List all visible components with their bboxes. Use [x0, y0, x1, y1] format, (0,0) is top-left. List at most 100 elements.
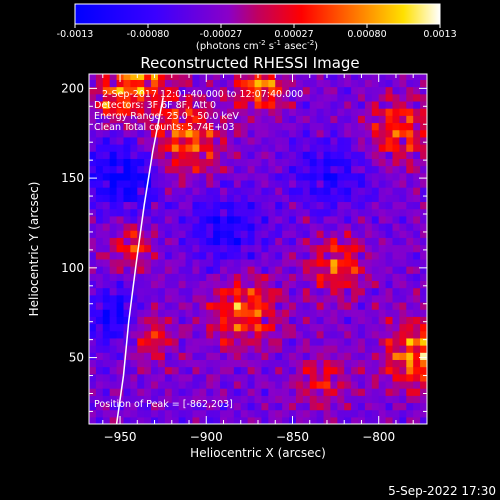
heatmap-cell: [282, 74, 290, 80]
heatmap-cell: [364, 194, 373, 203]
heatmap-cell: [323, 222, 332, 231]
colorbar-tick-label: 0.00080: [347, 29, 386, 40]
heatmap-cell: [392, 287, 401, 296]
heatmap-cell: [385, 366, 394, 375]
heatmap-cell: [95, 402, 104, 411]
heatmap-cell: [309, 122, 318, 131]
heatmap-cell: [157, 208, 166, 217]
heatmap-cell: [89, 74, 97, 80]
heatmap-cell: [102, 366, 111, 375]
heatmap-cell: [406, 345, 414, 353]
heatmap-cell: [268, 136, 276, 145]
heatmap-cell: [420, 194, 427, 203]
heatmap-cell: [282, 273, 290, 282]
heatmap-cell: [275, 366, 283, 375]
heatmap-cell: [254, 251, 263, 260]
heatmap-cell: [171, 79, 180, 88]
heatmap-cell: [89, 187, 97, 195]
heatmap-cell: [171, 194, 180, 203]
heatmap-cell: [406, 402, 414, 411]
heatmap-cell: [385, 151, 394, 159]
heatmap-cell: [323, 230, 332, 238]
heatmap-cell: [378, 100, 387, 109]
heatmap-cell: [378, 294, 387, 303]
heatmap-cell: [226, 287, 235, 296]
heatmap-cell: [295, 301, 304, 310]
heatmap-cell: [358, 172, 366, 181]
heatmap-cell: [295, 230, 304, 238]
heatmap-cell: [385, 301, 394, 310]
heatmap-cell: [420, 230, 427, 238]
heatmap-cell: [420, 416, 427, 424]
heatmap-cell: [268, 158, 276, 167]
heatmap-cell: [295, 337, 304, 346]
colorbar: [74, 3, 441, 25]
heatmap-cell: [109, 144, 118, 152]
heatmap-cell: [268, 352, 276, 360]
heatmap-cell: [164, 373, 173, 382]
heatmap-cell: [344, 366, 352, 375]
heatmap-cell: [164, 309, 173, 317]
heatmap-cell: [123, 151, 131, 159]
heatmap-cell: [295, 108, 304, 116]
heatmap-cell: [226, 345, 235, 353]
heatmap-cell: [364, 416, 373, 424]
heatmap-cell: [275, 122, 283, 131]
heatmap-cell: [137, 301, 145, 310]
heatmap-cell: [295, 215, 304, 224]
heatmap-cell: [420, 266, 427, 274]
heatmap-cell: [399, 258, 407, 267]
heatmap-cell: [199, 337, 207, 346]
heatmap-cell: [399, 86, 407, 95]
heatmap-cell: [247, 86, 256, 95]
heatmap-cell: [178, 287, 187, 296]
heatmap-cell: [164, 136, 173, 145]
heatmap-cell: [144, 366, 152, 375]
solar-limb-line: [115, 97, 164, 424]
heatmap-cell: [178, 380, 187, 389]
heatmap-cell: [213, 301, 221, 310]
heatmap-cell: [289, 337, 297, 346]
heatmap-cell: [192, 402, 200, 411]
heatmap-cell: [95, 366, 104, 375]
heatmap-cell: [137, 179, 145, 188]
heatmap-cell: [289, 187, 297, 195]
heatmap-cell: [406, 301, 414, 310]
heatmap-cell: [371, 388, 380, 396]
heatmap-cell: [275, 201, 283, 210]
heatmap-cell: [371, 352, 380, 360]
heatmap-cell: [109, 187, 118, 195]
heatmap-cell: [130, 187, 138, 195]
heatmap-cell: [261, 201, 269, 210]
heatmap-cell: [144, 129, 152, 138]
heatmap-cell: [151, 144, 159, 152]
heatmap-cell: [199, 352, 207, 360]
heatmap-cell: [137, 108, 145, 116]
heatmap-cell: [316, 201, 325, 210]
heatmap-cell: [406, 237, 414, 246]
heatmap-cell: [420, 151, 427, 159]
heatmap-cell: [89, 273, 97, 282]
heatmap-cell: [102, 208, 111, 217]
heatmap-cell: [95, 380, 104, 389]
heatmap-cell: [392, 79, 401, 88]
heatmap-cell: [378, 244, 387, 253]
heatmap-cell: [344, 136, 352, 145]
heatmap-cell: [233, 316, 242, 325]
heatmap-cell: [316, 395, 325, 404]
heatmap-cell: [323, 366, 332, 375]
heatmap-cell: [206, 273, 214, 282]
heatmap-cell: [130, 402, 138, 411]
heatmap-cell: [206, 151, 214, 159]
heatmap-cell: [385, 416, 394, 424]
heatmap-cell: [240, 388, 249, 396]
heatmap-cell: [309, 345, 318, 353]
heatmap-cell: [364, 380, 373, 389]
heatmap-cell: [392, 330, 401, 339]
heatmap-cell: [137, 280, 145, 289]
heatmap-cell: [337, 301, 345, 310]
heatmap-cell: [413, 280, 421, 289]
heatmap-cell: [268, 366, 276, 375]
heatmap-cell: [233, 258, 242, 267]
heatmap-cell: [399, 294, 407, 303]
